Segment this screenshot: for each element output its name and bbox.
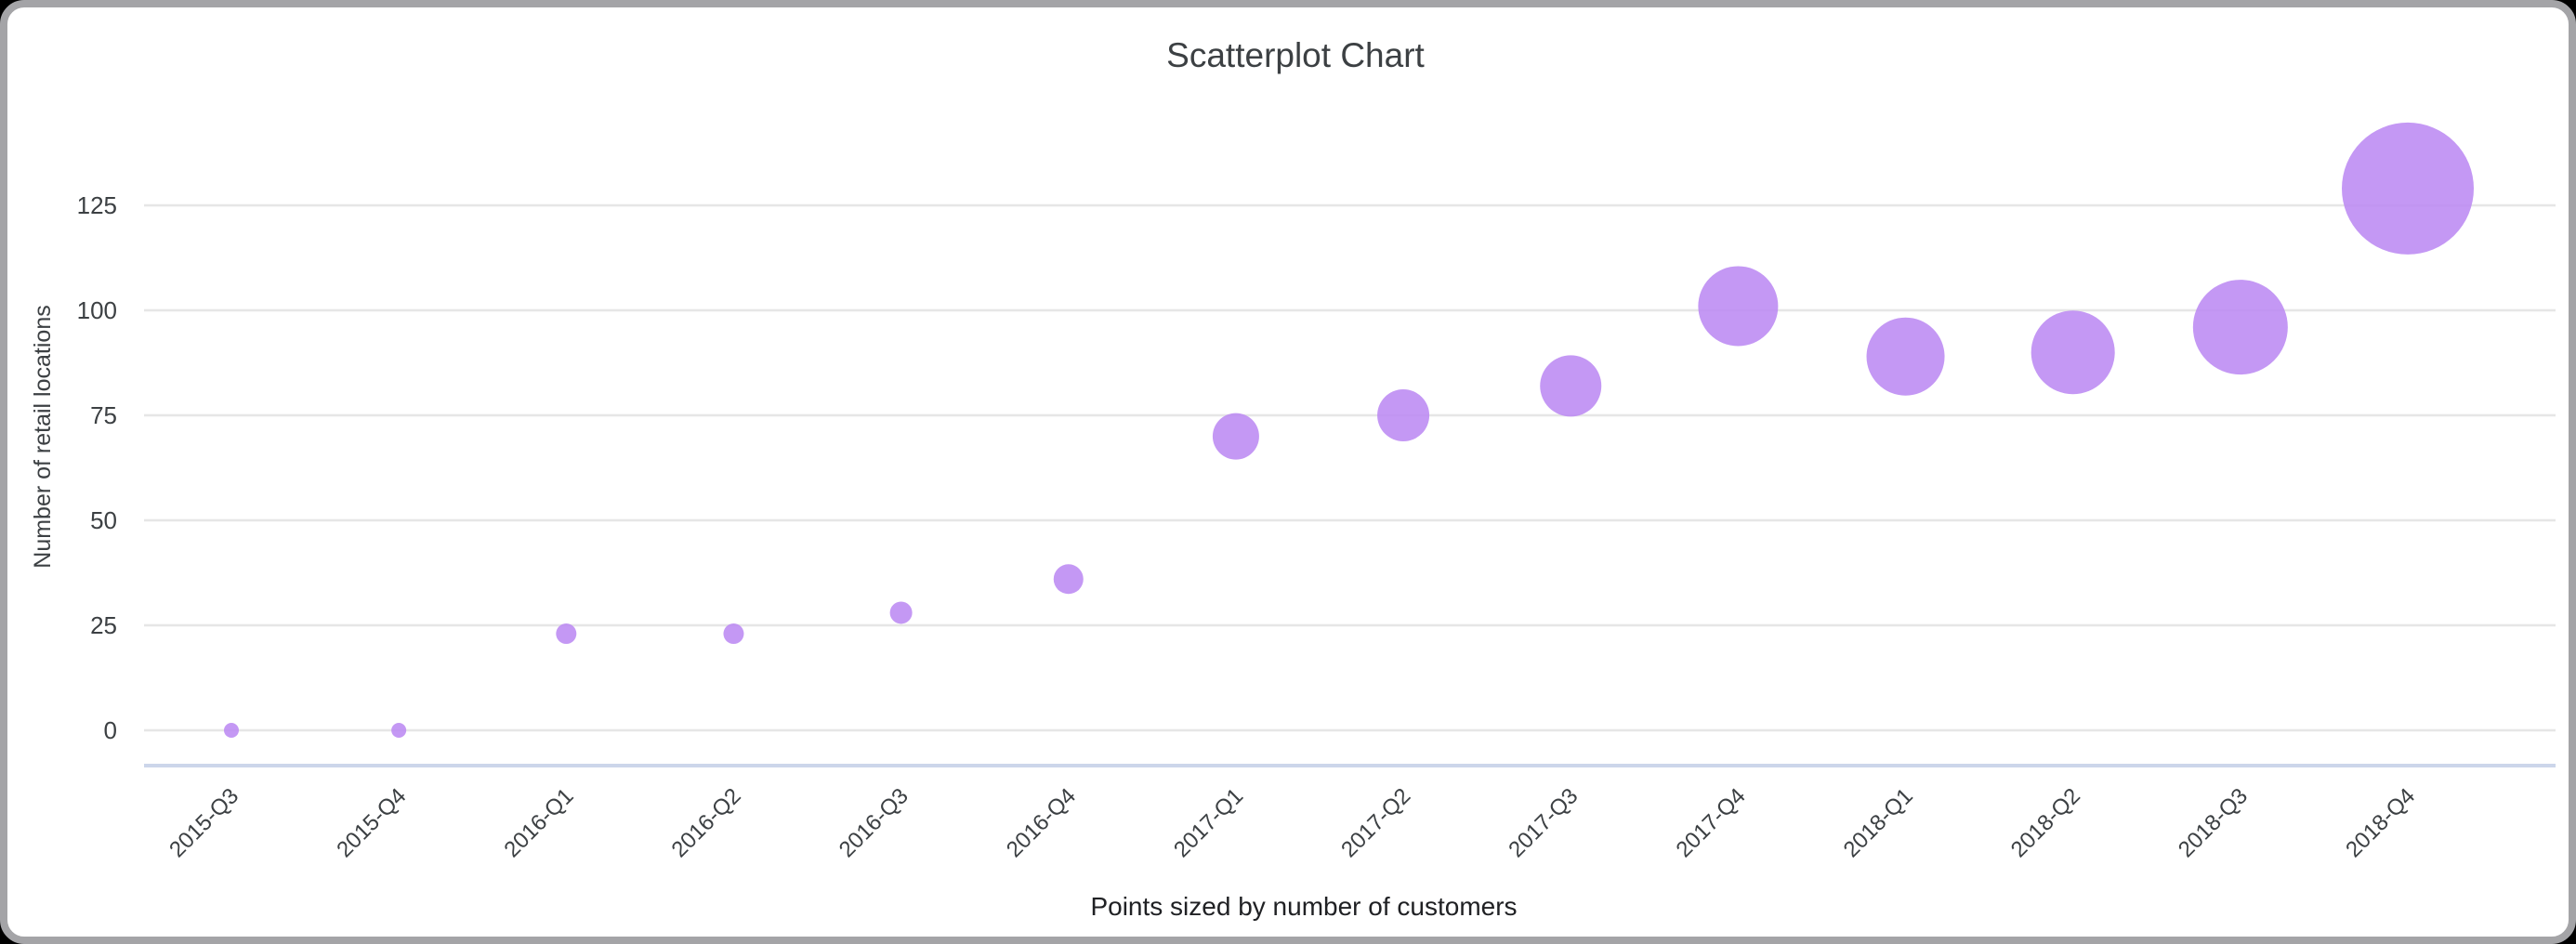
data-point-2017-Q3[interactable]: [1540, 355, 1602, 417]
data-point-2018-Q3[interactable]: [2192, 280, 2288, 375]
data-point-2017-Q4[interactable]: [1698, 266, 1779, 347]
data-point-2018-Q1[interactable]: [1866, 317, 1945, 396]
x-tick-label-2016-Q2: 2016-Q2: [667, 783, 746, 862]
x-axis-baseline: [144, 764, 2556, 767]
x-tick-label-2017-Q3: 2017-Q3: [1504, 783, 1583, 862]
chart-title: Scatterplot Chart: [1166, 36, 1425, 74]
x-tick-label-2017-Q1: 2017-Q1: [1169, 783, 1248, 862]
data-point-2016-Q3[interactable]: [889, 601, 913, 624]
data-point-2015-Q4[interactable]: [391, 723, 407, 738]
x-tick-label-2018-Q2: 2018-Q2: [2006, 783, 2085, 862]
y-tick-label-100: 100: [77, 296, 117, 324]
x-tick-label-2018-Q4: 2018-Q4: [2341, 783, 2420, 862]
y-tick-label-50: 50: [90, 506, 117, 534]
x-tick-label-2018-Q1: 2018-Q1: [1839, 783, 1918, 862]
x-tick-label-2016-Q4: 2016-Q4: [1002, 783, 1081, 862]
data-point-2018-Q4[interactable]: [2342, 122, 2475, 255]
data-point-2017-Q1[interactable]: [1212, 413, 1259, 460]
data-point-2018-Q2[interactable]: [2031, 310, 2115, 395]
x-tick-label-2016-Q1: 2016-Q1: [499, 783, 578, 862]
data-point-2016-Q2[interactable]: [723, 623, 744, 645]
y-tick-label-125: 125: [77, 191, 117, 219]
y-tick-label-25: 25: [90, 611, 117, 639]
x-tick-label-2015-Q3: 2015-Q3: [164, 783, 243, 862]
y-tick-label-75: 75: [90, 401, 117, 429]
data-point-2016-Q4[interactable]: [1053, 564, 1084, 595]
x-tick-label-2017-Q4: 2017-Q4: [1671, 783, 1750, 862]
scatter-chart: 0 25 50 75 100 125 2015-Q3 2015-Q4 2016-Q1 2016-Q…: [30, 36, 2556, 921]
x-tick-label-2017-Q2: 2017-Q2: [1336, 783, 1415, 862]
data-point-2015-Q3[interactable]: [224, 723, 239, 738]
y-axis-title: Number of retail locations: [30, 305, 56, 568]
x-tick-label-2015-Q4: 2015-Q4: [332, 783, 411, 862]
data-point-2017-Q2[interactable]: [1377, 389, 1430, 441]
x-tick-label-2018-Q3: 2018-Q3: [2174, 783, 2253, 862]
size-encoding-caption: Points sized by number of customers: [1090, 892, 1517, 921]
y-tick-label-0: 0: [104, 716, 117, 744]
x-tick-label-2016-Q3: 2016-Q3: [835, 783, 913, 862]
data-point-2016-Q1[interactable]: [556, 623, 577, 645]
